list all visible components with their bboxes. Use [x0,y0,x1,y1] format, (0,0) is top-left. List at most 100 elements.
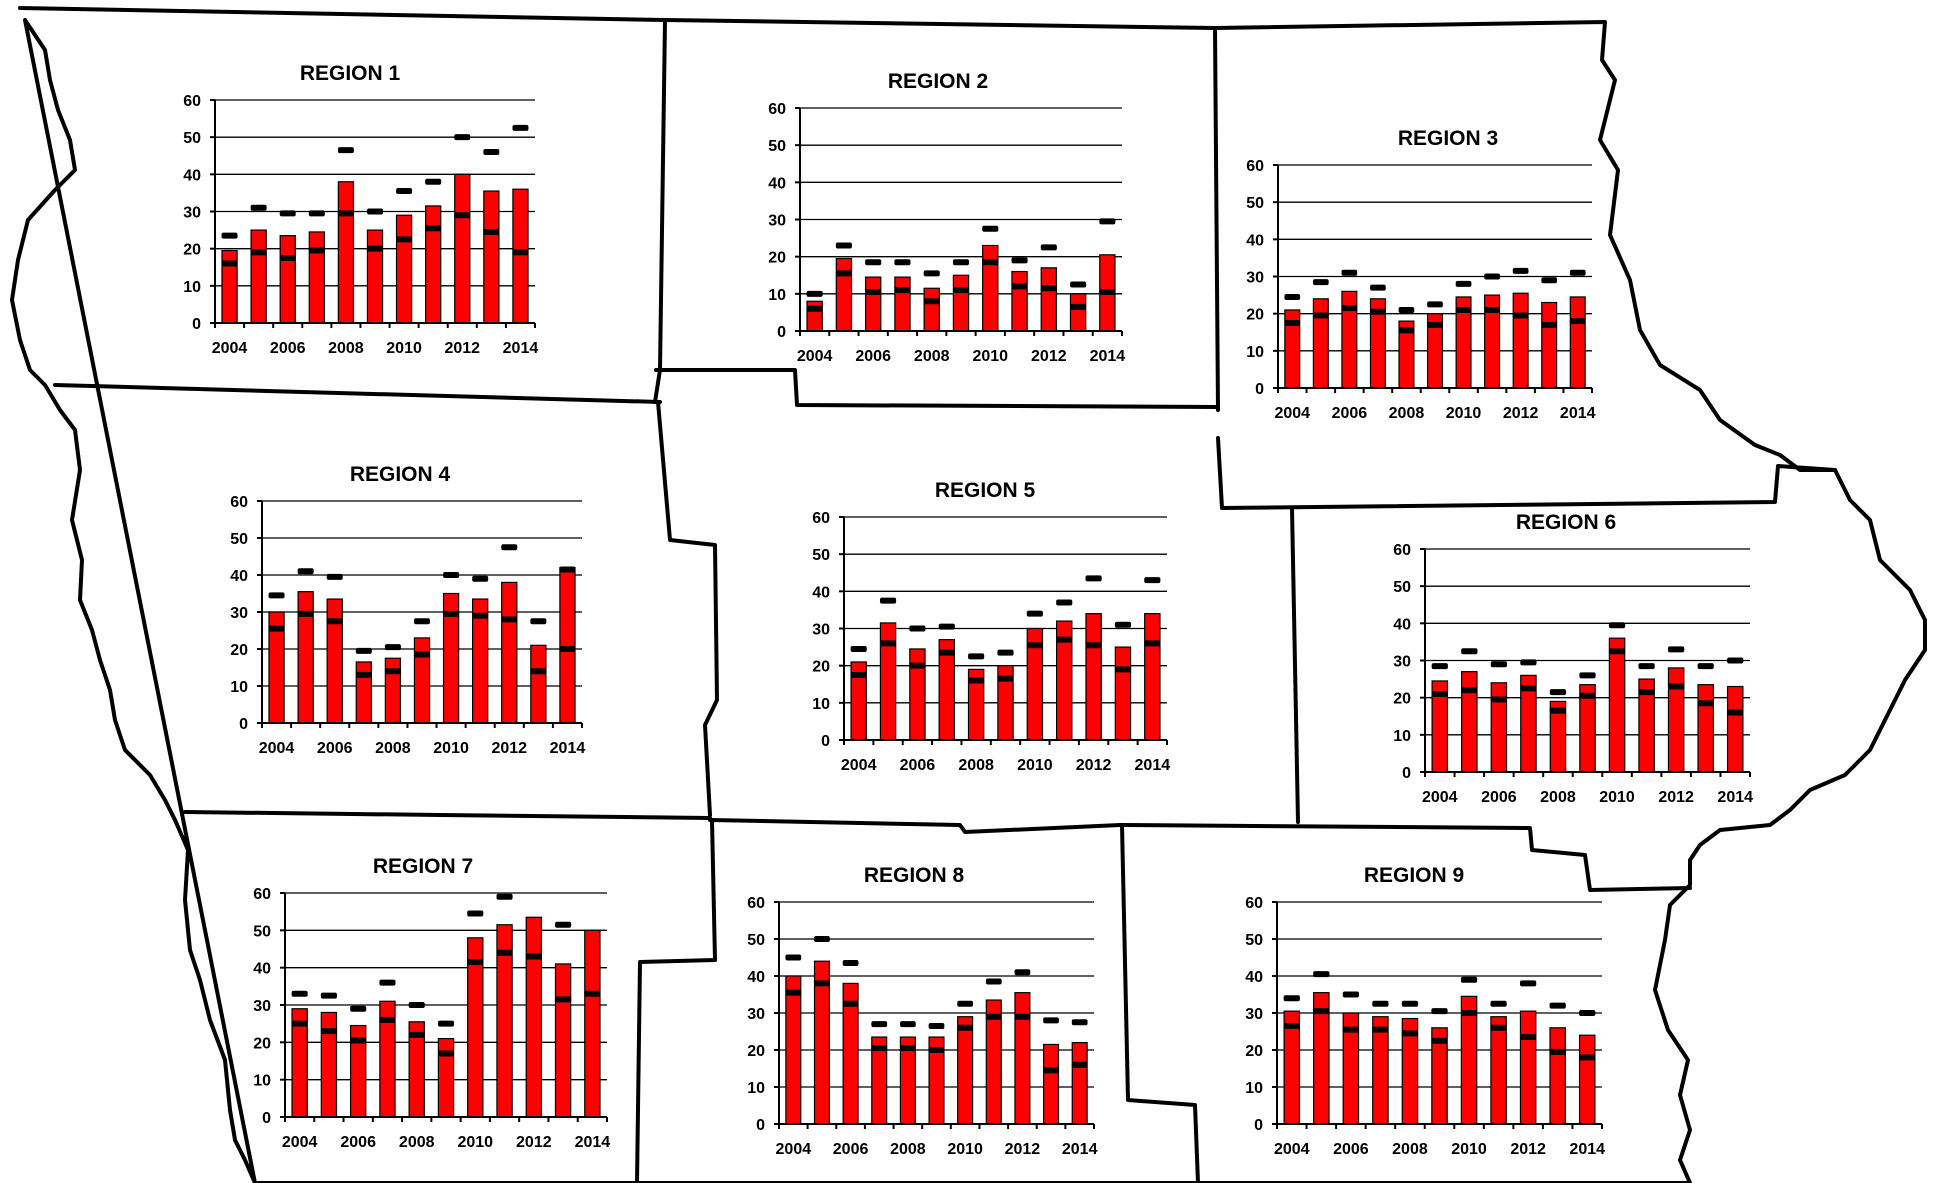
x-tick-label: 2008 [328,340,364,357]
marker-1-2010 [396,188,413,195]
bar-2007 [894,276,911,332]
y-tick-label: 50 [230,531,248,548]
bar-2012 [525,916,543,1118]
marker-2-2008 [408,1031,425,1038]
x-tick-label: 2014 [1090,348,1126,365]
chart-region-5: REGION 5 0 10 20 30 40 50 60 2004 2006 2008 2010 201… [812,479,1170,774]
y-tick-label: 60 [1393,542,1411,559]
marker-2-2011 [425,225,442,232]
marker-2-2013 [1043,1067,1059,1074]
boundary-r2-r5 [654,368,1220,409]
bar-2012 [1085,613,1102,741]
marker-1-2012 [454,134,471,141]
bar-2008 [384,657,402,724]
marker-1-2012 [1040,244,1057,251]
boundary-r7-r8 [635,818,717,1183]
y-tick-label: 30 [812,622,830,639]
y-tick-label: 40 [253,961,271,978]
marker-1-2008 [923,270,940,277]
x-tick-label: 2010 [386,340,422,357]
marker-2-2007 [938,649,955,656]
marker-1-2009 [928,1022,945,1029]
marker-1-2005 [835,242,852,249]
x-tick-label: 2012 [1658,789,1694,806]
marker-2-2010 [957,1024,974,1031]
marker-2-2007 [379,1016,396,1023]
marker-1-2006 [326,573,343,580]
y-tick-label: 20 [812,659,830,676]
marker-1-2007 [1370,284,1386,291]
bar-2009 [437,1037,455,1118]
x-tick-label: 2006 [1481,789,1517,806]
marker-2-2008 [968,677,985,684]
y-tick-label: 50 [1246,195,1264,212]
marker-1-2009 [1427,301,1443,308]
x-tick-label: 2004 [1274,1141,1310,1158]
marker-1-2007 [379,979,396,986]
marker-2-2008 [899,1045,916,1052]
marker-1-2005 [1461,648,1478,655]
x-tick-label: 2012 [1503,405,1539,422]
y-tick-label: 60 [183,93,201,110]
bar-2010 [982,244,999,332]
marker-1-2009 [437,1020,455,1027]
y-tick-label: 40 [1393,616,1411,633]
marker-1-2012 [501,544,518,551]
x-tick-label: 2006 [317,740,353,757]
chart-region-7: REGION 7 0 10 20 30 40 50 60 2004 2006 2008 2010 201… [253,855,610,1151]
chart-title: REGION 1 [300,62,401,85]
x-tick-label: 2006 [900,757,936,774]
marker-2-2010 [982,259,999,266]
marker-2-2004 [291,1020,308,1027]
bar-2009 [952,274,970,332]
chart-region-4: REGION 4 0 10 20 30 40 50 60 2004 2006 2008 2010 201… [230,463,585,757]
chart-title: REGION 7 [373,855,473,878]
bar-2012 [454,173,471,324]
marker-2-2011 [1490,1024,1507,1031]
marker-1-2007 [1520,659,1537,666]
y-tick-label: 60 [768,101,786,118]
marker-2-2013 [1697,700,1714,707]
y-tick-label: 40 [230,568,248,585]
marker-1-2008 [1398,306,1415,313]
boundary-r2-r3 [1213,26,1220,412]
marker-2-2007 [1372,1026,1389,1033]
marker-2-2014 [1569,318,1586,325]
boundary-r1-r4 [53,383,662,404]
x-tick-label: 2008 [914,348,950,365]
marker-2-2009 [952,287,970,294]
marker-1-2009 [997,649,1014,656]
marker-1-2005 [1312,279,1329,286]
x-tick-label: 2008 [1392,1141,1428,1158]
marker-2-2005 [814,980,830,987]
y-tick-label: 0 [262,1110,271,1127]
marker-2-2006 [909,662,926,669]
bar-2013 [1114,646,1132,741]
x-tick-label: 2008 [399,1134,435,1151]
bar-2008 [923,287,940,332]
marker-1-2009 [1431,1008,1448,1015]
y-tick-label: 0 [1255,381,1264,398]
marker-2-2006 [1341,305,1358,312]
bar-2006 [1490,682,1508,773]
x-tick-label: 2008 [1389,405,1425,422]
y-tick-label: 40 [183,167,201,184]
chart-region-9: REGION 9 0 10 20 30 40 50 60 2004 2006 2008 2010 201… [1245,864,1605,1158]
chart-title: REGION 3 [1398,127,1498,150]
bar-2013 [530,644,547,724]
marker-2-2008 [1398,327,1415,334]
x-tick-label: 2012 [1076,757,1112,774]
marker-2-2011 [1011,283,1028,290]
y-tick-label: 0 [239,716,248,733]
chart-title: REGION 9 [1364,864,1464,887]
x-tick-label: 2004 [259,740,295,757]
marker-1-2005 [1313,971,1330,978]
y-tick-label: 20 [768,250,786,267]
y-tick-label: 10 [747,1080,765,1097]
marker-2-2004 [806,305,823,312]
marker-2-2006 [350,1037,367,1044]
chart-title: REGION 2 [888,70,988,93]
marker-2-2012 [525,953,542,960]
y-tick-label: 30 [1393,654,1411,671]
chart-title: REGION 4 [350,463,451,486]
